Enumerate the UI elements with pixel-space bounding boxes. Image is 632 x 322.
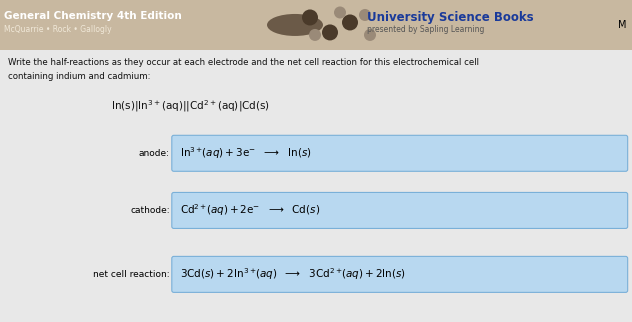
Ellipse shape [342, 14, 358, 31]
Text: $\rm In(s)|In^{3+}(aq)||Cd^{2+}(aq)|Cd(s)$: $\rm In(s)|In^{3+}(aq)||Cd^{2+}(aq)|Cd(s… [111, 98, 269, 114]
Ellipse shape [309, 29, 321, 41]
FancyBboxPatch shape [172, 256, 628, 292]
FancyBboxPatch shape [172, 135, 628, 171]
Text: General Chemistry 4th Edition: General Chemistry 4th Edition [4, 11, 182, 21]
Ellipse shape [322, 24, 338, 41]
Text: net cell reaction:: net cell reaction: [93, 270, 170, 279]
Ellipse shape [302, 9, 318, 25]
Text: Write the half-reactions as they occur at each electrode and the net cell reacti: Write the half-reactions as they occur a… [8, 58, 479, 67]
Ellipse shape [334, 6, 346, 18]
Ellipse shape [267, 14, 323, 36]
Text: McQuarrie • Rock • Gallogly: McQuarrie • Rock • Gallogly [4, 25, 112, 34]
Text: $\rm In^{3+}\!\mathit{(aq)}+3e^{-}\ \ \longrightarrow\ \ In\mathit{(s)}$: $\rm In^{3+}\!\mathit{(aq)}+3e^{-}\ \ \l… [179, 146, 312, 161]
Text: anode:: anode: [139, 149, 170, 158]
Text: University Science Books: University Science Books [367, 11, 533, 24]
Text: presented by Sapling Learning: presented by Sapling Learning [367, 25, 484, 34]
Text: M: M [617, 20, 626, 30]
Ellipse shape [359, 9, 371, 21]
FancyBboxPatch shape [172, 193, 628, 228]
Text: $\rm 3Cd\mathit{(s)}+2In^{3+}\!\mathit{(aq)}\ \ \longrightarrow\ \ 3Cd^{2+}\!\ma: $\rm 3Cd\mathit{(s)}+2In^{3+}\!\mathit{(… [179, 267, 406, 282]
Text: $\rm Cd^{2+}\!\mathit{(aq)}+2e^{-}\ \ \longrightarrow\ \ Cd\mathit{(s)}$: $\rm Cd^{2+}\!\mathit{(aq)}+2e^{-}\ \ \l… [179, 203, 320, 218]
Text: containing indium and cadmium:: containing indium and cadmium: [8, 72, 150, 81]
Text: cathode:: cathode: [130, 206, 170, 215]
Ellipse shape [364, 29, 376, 41]
